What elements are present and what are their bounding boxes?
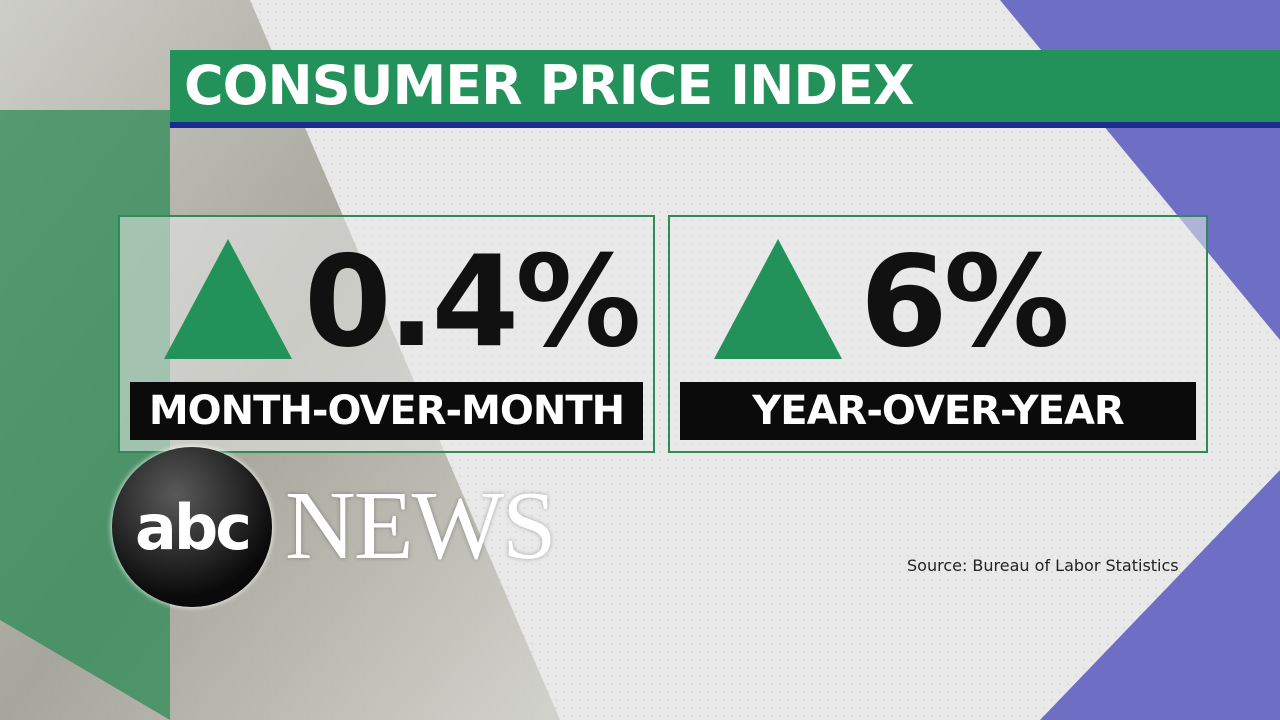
title: CONSUMER PRICE INDEX xyxy=(184,54,915,117)
logo-mark: abc xyxy=(112,447,272,607)
stat-card: 0.4% MONTH-OVER-MONTH xyxy=(118,215,655,453)
up-arrow xyxy=(164,239,292,359)
logo-mark-text: abc xyxy=(135,491,252,564)
stat-card: 6% YEAR-OVER-YEAR xyxy=(668,215,1208,453)
stat-value: 0.4% xyxy=(304,228,641,375)
title-banner: CONSUMER PRICE INDEX xyxy=(170,50,1280,128)
up-arrow xyxy=(714,239,842,359)
stat-value: 6% xyxy=(860,228,1070,375)
stat-label: YEAR-OVER-YEAR xyxy=(680,382,1196,440)
source-note: Source: Bureau of Labor Statistics xyxy=(907,556,1179,575)
logo-word: NEWS xyxy=(285,472,557,580)
stat-label: MONTH-OVER-MONTH xyxy=(130,382,643,440)
